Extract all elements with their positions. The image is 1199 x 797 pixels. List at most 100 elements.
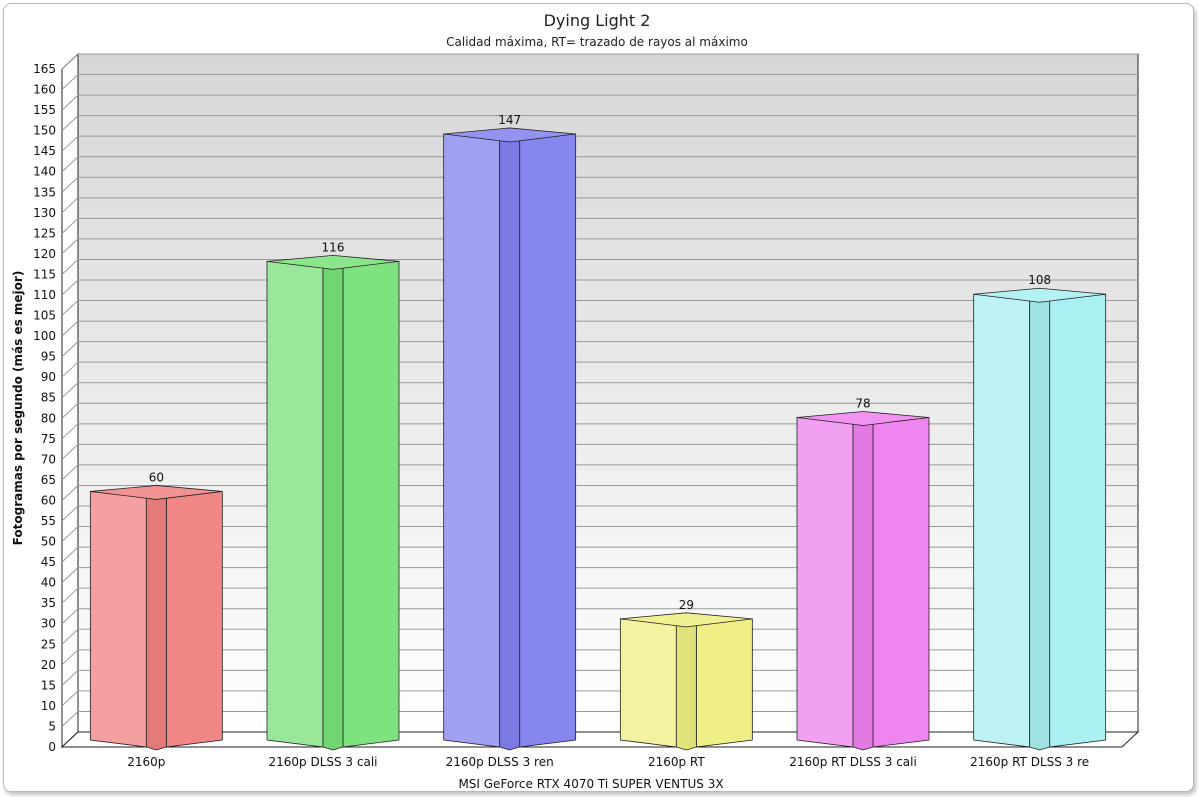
- gridline-side: [61, 669, 79, 686]
- gridline-side: [61, 464, 79, 481]
- y-tick-label: 155: [33, 103, 56, 117]
- y-tick-label: 100: [33, 329, 56, 343]
- x-tick-label: 2160p RT DLSS 3 re: [970, 755, 1089, 769]
- y-tick-label: 105: [33, 309, 56, 323]
- bar: [619, 612, 753, 751]
- gridline-side: [61, 53, 79, 70]
- bar-value-label: 147: [498, 113, 521, 127]
- bar-value-label: 108: [1028, 273, 1051, 287]
- y-tick-label: 30: [41, 617, 56, 631]
- bar-top: [973, 287, 1106, 303]
- y-tick-label: 140: [33, 165, 56, 179]
- gridline-side: [61, 135, 79, 152]
- chart-subtitle: Calidad máxima, RT= trazado de rayos al …: [446, 35, 748, 49]
- bar-right-face: [165, 491, 223, 748]
- back-wall: [77, 53, 1139, 733]
- x-tick-label: 2160p DLSS 3 cali: [268, 755, 377, 769]
- bar-value-label: 78: [855, 396, 870, 410]
- x-axis-label: MSI GeForce RTX 4070 Ti SUPER VENTUS 3X: [458, 777, 723, 791]
- bar-right-face: [519, 133, 577, 748]
- bar: [443, 127, 577, 751]
- gridline-side: [61, 423, 79, 440]
- y-tick-label: 65: [41, 473, 56, 487]
- y-tick-label: 15: [41, 678, 56, 692]
- gridline-side: [61, 217, 79, 234]
- bar-front-face: [675, 621, 697, 751]
- y-tick-label: 90: [41, 370, 56, 384]
- bar-top: [266, 254, 400, 270]
- y-tick-label: 70: [41, 452, 56, 466]
- y-tick-label: 25: [41, 637, 56, 651]
- gridline-side: [61, 259, 79, 275]
- y-tick-label: 10: [41, 699, 56, 713]
- gridline-side: [61, 711, 79, 727]
- gridline-side: [61, 361, 79, 378]
- y-tick-label: 110: [33, 288, 56, 302]
- gridline-side: [61, 402, 79, 419]
- bar-right-face: [695, 618, 753, 748]
- bar-front-face: [499, 136, 521, 751]
- gridline-side: [61, 341, 79, 358]
- bar-front-face: [1029, 296, 1051, 751]
- bar-left-face: [973, 293, 1031, 748]
- x-tick-label: 2160p DLSS 3 ren: [446, 755, 554, 769]
- x-tick-label: 2160p RT DLSS 3 cali: [789, 755, 917, 769]
- bar-left-face: [796, 417, 854, 748]
- y-tick-label: 0: [48, 740, 56, 754]
- gridline-side: [61, 156, 79, 173]
- y-tick-label: 130: [33, 206, 56, 220]
- side-wall: [61, 52, 79, 749]
- bar-right-face: [342, 260, 400, 748]
- bar-left-face: [619, 618, 677, 748]
- y-tick-label: 95: [41, 350, 56, 364]
- bar: [796, 411, 930, 751]
- bar-front-face: [852, 419, 874, 751]
- gridline-side: [61, 505, 79, 522]
- bar-value-label: 116: [322, 240, 345, 254]
- chart-title: Dying Light 2: [544, 11, 651, 30]
- y-tick-label: 40: [41, 576, 56, 590]
- y-tick-label: 20: [41, 658, 56, 672]
- gridline-side: [61, 74, 79, 90]
- gridline-side: [61, 526, 79, 542]
- gridline-side: [61, 608, 79, 625]
- bar-left-face: [443, 133, 501, 748]
- y-tick-label: 135: [33, 185, 56, 199]
- gridline-side: [61, 238, 79, 255]
- gridline-side: [61, 320, 79, 337]
- gridline-side: [61, 587, 79, 604]
- y-tick-label: 125: [33, 226, 56, 240]
- bar-top: [90, 485, 223, 500]
- bar: [266, 254, 400, 751]
- y-tick-label: 60: [41, 493, 56, 507]
- bar-right-face: [1049, 293, 1107, 748]
- gridline-side: [61, 443, 79, 460]
- y-tick-label: 85: [41, 391, 56, 405]
- gridline-side: [61, 279, 79, 296]
- y-tick-label: 115: [33, 267, 56, 281]
- y-tick-label: 5: [48, 719, 56, 733]
- gridline-side: [61, 176, 79, 193]
- x-tick-label: 2160p RT: [648, 755, 705, 769]
- y-tick-label: 35: [41, 596, 56, 610]
- y-tick-label: 45: [41, 555, 56, 569]
- gridline-side: [61, 649, 79, 666]
- gridline-side: [61, 94, 79, 111]
- gridline-side: [61, 485, 79, 501]
- y-tick-label: 160: [33, 83, 56, 97]
- x-tick-label: 2160p: [127, 755, 165, 769]
- y-tick-label: 120: [33, 247, 56, 261]
- gridline-side: [61, 115, 79, 132]
- gridline-side: [61, 628, 79, 645]
- y-tick-label: 150: [33, 124, 56, 138]
- bar-front-face: [322, 263, 344, 751]
- bar-value-label: 29: [679, 598, 694, 612]
- bar-top: [620, 612, 753, 628]
- gridline-side: [61, 546, 79, 563]
- bar-right-face: [872, 417, 930, 748]
- gridline-side: [61, 382, 79, 399]
- bar: [89, 485, 223, 751]
- y-axis-label: Fotogramas por segundo (más es mejor): [11, 271, 25, 546]
- gridline-side: [61, 300, 79, 316]
